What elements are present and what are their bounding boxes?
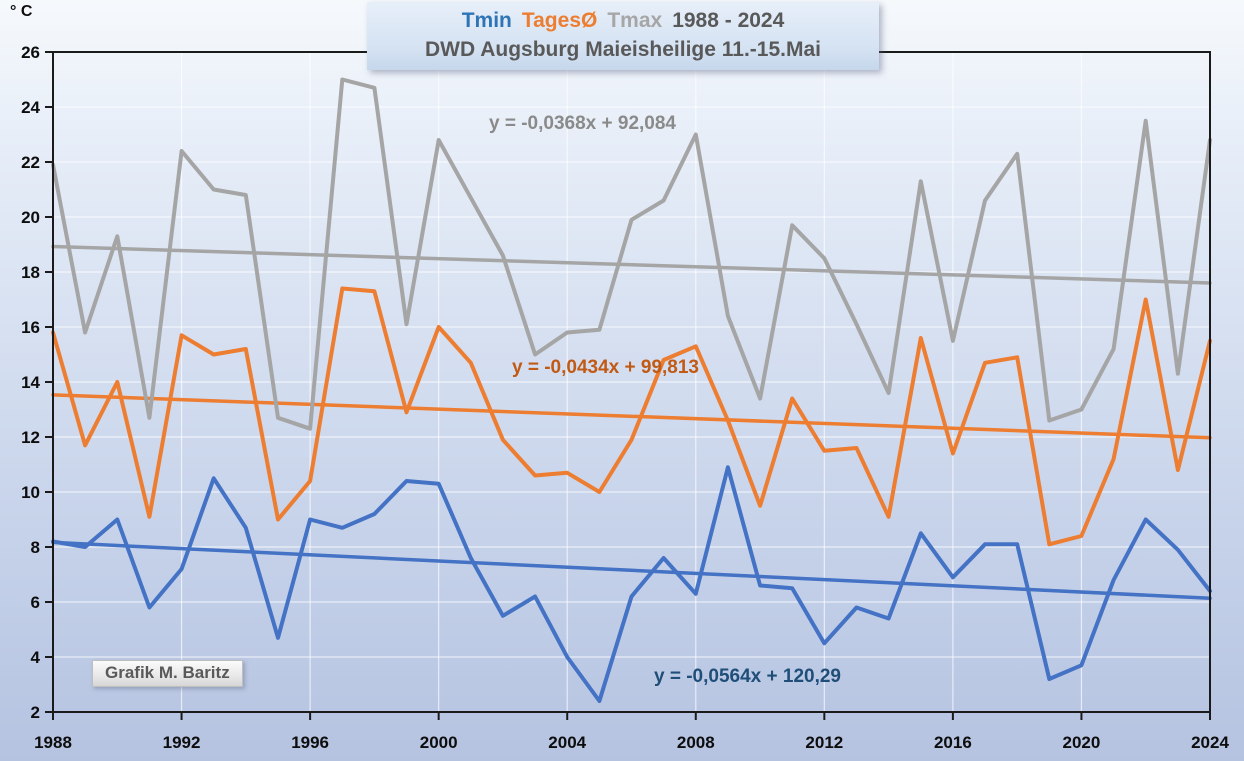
x-tick-label: 1996 xyxy=(291,733,329,752)
trend-equation-tmin: y = -0,0564x + 120,29 xyxy=(654,666,841,687)
legend-tages-avg: TagesØ xyxy=(521,9,598,32)
trend-equation-tmax: y = -0,0368x + 92,084 xyxy=(489,113,676,134)
y-tick-label: 18 xyxy=(21,263,40,282)
y-tick-label: 8 xyxy=(31,538,40,557)
y-tick-label: 10 xyxy=(21,483,40,502)
x-tick-label: 2004 xyxy=(548,733,586,752)
y-tick-label: 6 xyxy=(31,593,40,612)
x-tick-label: 2016 xyxy=(934,733,972,752)
legend-tmax: Tmax xyxy=(607,9,663,32)
series-Tmax xyxy=(51,77,1212,431)
y-tick-label: 24 xyxy=(21,98,40,117)
chart-subtitle: DWD Augsburg Maieisheilige 11.-15.Mai xyxy=(425,38,821,61)
y-tick-label: 2 xyxy=(31,703,40,722)
y-tick-label: 16 xyxy=(21,318,40,337)
x-tick-label: 2020 xyxy=(1063,733,1101,752)
x-tick-label: 2012 xyxy=(805,733,843,752)
y-tick-label: 26 xyxy=(21,43,40,62)
series-Tmin xyxy=(51,465,1212,703)
gridlines xyxy=(53,52,1211,712)
x-tick-label: 2024 xyxy=(1191,733,1229,752)
x-tick-label: 2008 xyxy=(677,733,715,752)
credit-badge: Grafik M. Baritz xyxy=(92,660,243,687)
trendline-TagesØ-trend xyxy=(51,393,1212,440)
data-series xyxy=(51,77,1212,703)
x-tick-label: 1988 xyxy=(34,733,72,752)
trend-equation-tagesavg: y = -0,0434x + 99,813 xyxy=(512,357,699,378)
y-tick-label: 20 xyxy=(21,208,40,227)
y-tick-label: 4 xyxy=(31,648,41,667)
title-period: 1988 - 2024 xyxy=(672,9,785,32)
y-tick-label: 12 xyxy=(21,428,40,447)
y-tick-label: 22 xyxy=(21,153,40,172)
chart-title: Tmin TagesØ Tmax 1988 - 2024 xyxy=(367,6,879,35)
series-TagesØ xyxy=(51,286,1212,547)
x-tick-label: 2000 xyxy=(420,733,458,752)
y-axis-unit-label: ° C xyxy=(10,3,33,20)
chart-title-box: Tmin TagesØ Tmax 1988 - 2024 DWD Augsburg M… xyxy=(367,2,879,70)
trend-lines xyxy=(51,244,1212,600)
x-tick-label: 1992 xyxy=(163,733,201,752)
legend-tmin: Tmin xyxy=(461,9,512,32)
trendline-Tmax-trend xyxy=(51,244,1212,285)
y-tick-label: 14 xyxy=(21,373,40,392)
trendline-Tmin-trend xyxy=(51,540,1212,600)
